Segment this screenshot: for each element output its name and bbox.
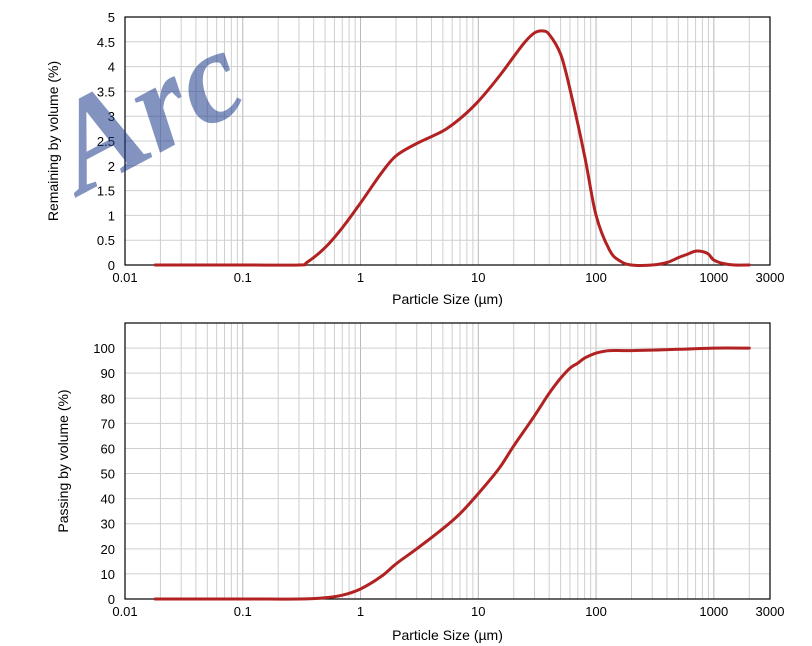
chart1-plot-frame — [124, 322, 771, 600]
chart1-y-tick-label: 50 — [101, 467, 115, 482]
chart0-y-tick-label: 1 — [108, 208, 115, 223]
chart0-x-tick-label: 0.1 — [234, 270, 252, 285]
chart0-y-axis-title: Remaining by volume (%) — [45, 61, 61, 221]
chart1-x-tick-label: 1 — [357, 604, 364, 619]
remaining-by-volume-chart: 0.01 0.1 1 10 100 1000 3000 0 0.5 1 1.5 2 2.5 3 3.5 4 4.… — [45, 10, 784, 307]
chart0-y-tick-label: 4 — [108, 60, 115, 75]
chart1-y-tick-label: 70 — [101, 416, 115, 431]
chart1-y-tick-label: 10 — [101, 567, 115, 582]
chart1-y-tick-label: 30 — [101, 517, 115, 532]
chart1-x-tick-label: 3000 — [756, 604, 785, 619]
chart0-plot-frame — [124, 16, 771, 266]
chart1-series-line — [153, 346, 751, 601]
chart0-y-tick-label: 2.5 — [97, 134, 115, 149]
chart1-x-tick-label: 0.1 — [234, 604, 252, 619]
chart0-y-tick-label: 0 — [108, 258, 115, 273]
chart0-y-tick-label: 3.5 — [97, 84, 115, 99]
chart1-x-tick-label: 10 — [471, 604, 485, 619]
chart1-y-tick-label: 100 — [93, 341, 115, 356]
chart1-x-tick-label: 100 — [585, 604, 607, 619]
watermark-text: Arc — [30, 2, 267, 220]
chart1-y-axis-title: Passing by volume (%) — [55, 389, 71, 532]
chart0-y-tick-label: 3 — [108, 109, 115, 124]
chart0-x-axis-title: Particle Size (µm) — [392, 291, 503, 307]
chart1-x-tick-label: 0.01 — [112, 604, 137, 619]
watermark-logo: Arc — [30, 2, 267, 220]
chart0-x-tick-label: 10 — [471, 270, 485, 285]
chart0-y-tick-label: 0.5 — [97, 233, 115, 248]
chart1-y-tick-label: 90 — [101, 366, 115, 381]
chart1-y-tick-label: 60 — [101, 441, 115, 456]
chart1-y-tick-label: 20 — [101, 542, 115, 557]
chart0-x-tick-label: 100 — [585, 270, 607, 285]
chart0-y-tick-label: 1.5 — [97, 184, 115, 199]
chart1-x-axis-title: Particle Size (µm) — [392, 627, 503, 643]
chart0-y-tick-label: 2 — [108, 159, 115, 174]
chart0-y-tick-label: 4.5 — [97, 35, 115, 50]
chart0-series-line — [153, 29, 751, 267]
chart0-y-tick-label: 5 — [108, 10, 115, 25]
chart1-y-tick-label: 0 — [108, 592, 115, 607]
chart1-y-tick-label: 80 — [101, 391, 115, 406]
chart0-x-tick-label: 1 — [357, 270, 364, 285]
chart1-x-tick-label: 1000 — [699, 604, 728, 619]
chart1-y-tick-label: 40 — [101, 492, 115, 507]
chart0-x-tick-label: 0.01 — [112, 270, 137, 285]
passing-by-volume-chart: 0.01 0.1 1 10 100 1000 3000 0 10 20 30 40 50 60 70 80 90… — [55, 322, 785, 643]
chart0-x-tick-label: 3000 — [756, 270, 785, 285]
chart0-x-tick-label: 1000 — [699, 270, 728, 285]
